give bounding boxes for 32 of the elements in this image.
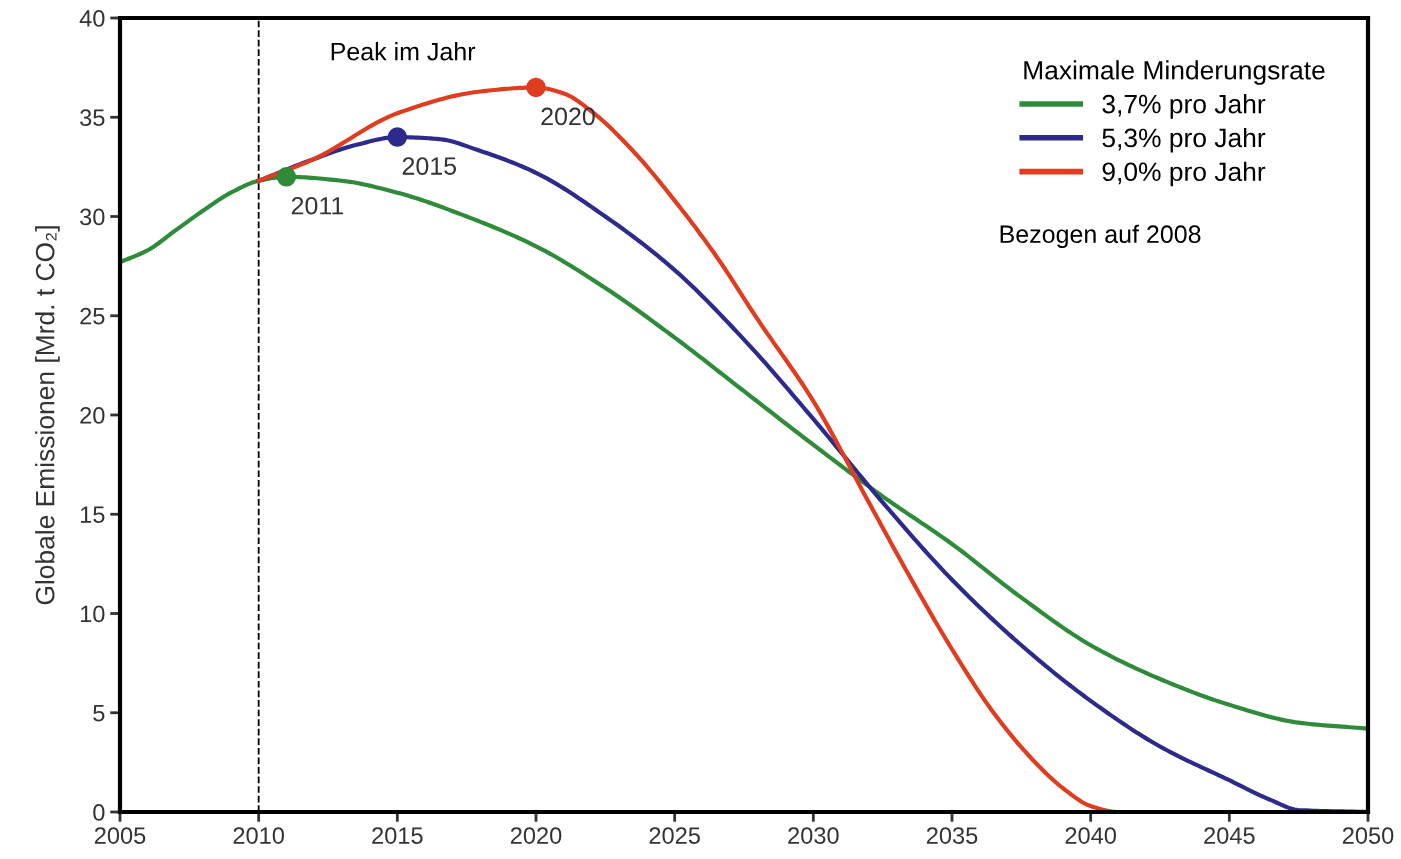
point bbox=[526, 77, 546, 98]
y-tick-label: 40 bbox=[79, 10, 105, 27]
y-axis-title: Globale Emissionen [Mrd. t CO₂] bbox=[35, 226, 60, 605]
x-tick-label: 2045 bbox=[1204, 827, 1255, 844]
legend-label: 5,3% pro Jahr bbox=[1102, 127, 1266, 153]
x-tick-label: 2030 bbox=[788, 827, 839, 844]
x-tick-label: 2005 bbox=[94, 827, 146, 844]
point bbox=[387, 127, 408, 147]
legend-title: Maximale Minderungsrate bbox=[1024, 60, 1325, 85]
x-tick-label: 2015 bbox=[372, 827, 423, 844]
x-tick-label: 2010 bbox=[233, 827, 285, 844]
y-tick-label: 15 bbox=[80, 506, 105, 524]
x-tick-label: 2040 bbox=[1065, 827, 1117, 844]
annotation: Peak im Jahr bbox=[331, 42, 476, 61]
y-tick-label: 5 bbox=[93, 705, 105, 722]
legend-label: 3,7% pro Jahr bbox=[1102, 94, 1266, 119]
x-tick-label: 2020 bbox=[510, 827, 562, 844]
x-tick-label: 2050 bbox=[1342, 827, 1394, 844]
annotation: Bezogen auf 2008 bbox=[1000, 224, 1201, 248]
point bbox=[276, 167, 297, 187]
y-tick-label: 25 bbox=[80, 307, 105, 325]
y-tick-label: 30 bbox=[80, 208, 105, 226]
y-tick-label: 10 bbox=[80, 605, 105, 623]
annotation: 2011 bbox=[291, 196, 344, 215]
x-tick-label: 2025 bbox=[649, 827, 700, 844]
y-tick-label: 0 bbox=[93, 804, 105, 821]
x-tick-label: 2035 bbox=[926, 827, 978, 844]
annotation: 2020 bbox=[541, 107, 595, 126]
annotation: 2015 bbox=[402, 157, 457, 175]
y-tick-label: 35 bbox=[80, 109, 105, 127]
legend-label: 9,0% pro Jahr bbox=[1102, 161, 1266, 187]
y-tick-label: 20 bbox=[80, 407, 105, 424]
